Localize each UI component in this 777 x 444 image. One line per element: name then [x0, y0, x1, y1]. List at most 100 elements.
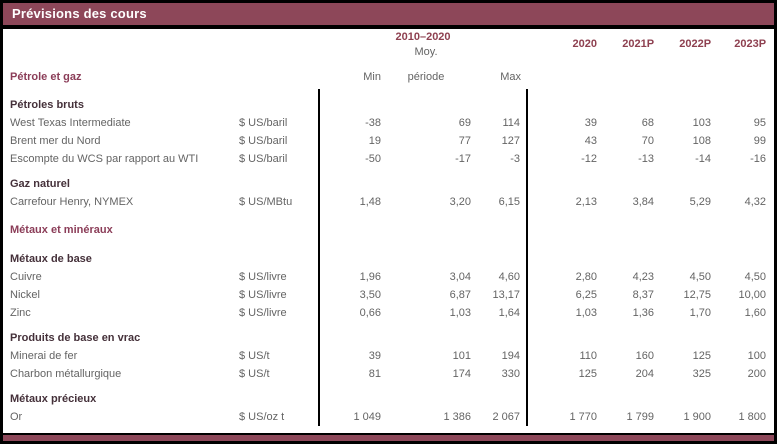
table-row: Métaux et minéraux: [3, 211, 774, 243]
cell-value: 4,50: [689, 271, 712, 283]
header-row-group: 2010–2020 2020 2021P 2022P 2023P: [3, 29, 774, 50]
row-label: Minerai de fer: [10, 350, 78, 362]
empty-cell: [527, 59, 597, 89]
row-unit: $ US/livre: [233, 286, 320, 304]
column-header-min: Min: [363, 71, 381, 83]
page-title: Prévisions des cours: [12, 6, 147, 21]
cell-value: 3,20: [449, 196, 471, 208]
cell-value: 1 386: [443, 411, 471, 423]
cell-value: 0,66: [359, 307, 381, 319]
empty-cell: [654, 383, 711, 408]
cell-value: 1,96: [359, 271, 381, 283]
empty-cell: [527, 211, 597, 243]
cell-value: 6,15: [471, 193, 529, 211]
bottom-bar: [3, 435, 774, 441]
empty-cell: [381, 89, 471, 114]
cell-value: 81: [368, 368, 381, 380]
cell-value: -14: [695, 153, 712, 165]
empty-cell: [597, 59, 654, 89]
cell-value: 1,60: [744, 307, 767, 319]
subsection-header: Métaux de base: [3, 243, 320, 268]
cell-value: 325: [692, 368, 712, 380]
cell-value: 70: [641, 135, 655, 147]
empty-cell: [711, 322, 774, 347]
empty-cell: [527, 89, 597, 114]
cell-value: 114: [471, 114, 529, 132]
column-header-2021p: 2021P: [622, 38, 655, 50]
cell-value: -38: [365, 117, 381, 129]
cell-value: 4,32: [744, 196, 767, 208]
cell-value: 204: [635, 368, 655, 380]
cell-value: 1 770: [569, 411, 598, 423]
empty-cell: [3, 29, 319, 45]
cell-value: 108: [692, 135, 712, 147]
row-label: Escompte du WCS par rapport au WTI: [10, 153, 199, 165]
cell-value: 1 799: [626, 411, 655, 423]
cell-value: 1,70: [689, 307, 712, 319]
empty-cell: [711, 168, 774, 193]
empty-cell: [319, 322, 381, 347]
cell-value: 103: [692, 117, 712, 129]
cell-value: 6,25: [575, 289, 598, 301]
cell-value: -12: [581, 153, 598, 165]
row-unit: $ US/baril: [233, 150, 320, 168]
subsection-header: Gaz naturel: [3, 168, 320, 193]
cell-value: 69: [458, 117, 471, 129]
row-unit: $ US/livre: [233, 304, 320, 322]
title-bar: Prévisions des cours: [3, 3, 774, 25]
cell-value: 160: [635, 350, 655, 362]
empty-cell: [527, 322, 597, 347]
column-header-moy: Moy.: [414, 46, 438, 58]
table-row: Brent mer du Nord $ US/baril 19 77 127 43 70 10…: [3, 132, 774, 150]
table-row: Carrefour Henry, NYMEX $ US/MBtu 1,48 3,20 6…: [3, 193, 774, 211]
table-row: Nickel $ US/livre 3,50 6,87 13,17 6,25 8,37 12,…: [3, 286, 774, 304]
cell-value: 1,48: [359, 196, 381, 208]
row-unit: $ US/oz t: [233, 408, 320, 426]
cell-value: 39: [368, 350, 381, 362]
row-unit: $ US/t: [233, 365, 320, 383]
empty-cell: [711, 89, 774, 114]
cell-value: 194: [471, 347, 529, 365]
cell-value: 1 900: [683, 411, 712, 423]
table-row: Escompte du WCS par rapport au WTI $ US/b…: [3, 150, 774, 168]
cell-value: 13,17: [471, 286, 529, 304]
empty-cell: [654, 322, 711, 347]
cell-value: 2 067: [471, 408, 529, 426]
table-row: Or $ US/oz t 1 049 1 386 2 067 1 770 1 799 1 90…: [3, 408, 774, 426]
empty-cell: [319, 383, 381, 408]
cell-value: -13: [638, 153, 655, 165]
table-row: Métaux de base: [3, 243, 774, 268]
row-label: West Texas Intermediate: [10, 117, 131, 129]
empty-cell: [319, 243, 381, 268]
column-header-2023p: 2023P: [734, 38, 767, 50]
empty-cell: [319, 168, 381, 193]
empty-cell: [471, 383, 529, 408]
cell-value: 1 049: [353, 411, 381, 423]
cell-value: 330: [471, 365, 529, 383]
empty-cell: [711, 59, 774, 89]
cell-value: 1,64: [471, 304, 529, 322]
section-petrole-et-gaz: Pétrole et gaz: [10, 71, 82, 83]
subsection-header: Produits de base en vrac: [3, 322, 320, 347]
cell-value: 127: [471, 132, 529, 150]
column-group-2010-2020: 2010–2020: [395, 31, 451, 43]
empty-cell: [597, 322, 654, 347]
cell-value: 2,13: [575, 196, 598, 208]
row-label: Cuivre: [10, 271, 42, 283]
table-body: Pétroles bruts West Texas Intermediate $ U…: [3, 89, 774, 426]
empty-cell: [471, 89, 529, 114]
table-row: Zinc $ US/livre 0,66 1,03 1,64 1,03 1,36 1,70 1,…: [3, 304, 774, 322]
row-unit: $ US/livre: [233, 268, 320, 286]
table-container: 2010–2020 2020 2021P 2022P 2023P Moy. Pé…: [3, 29, 774, 433]
row-label: Brent mer du Nord: [10, 135, 101, 147]
cell-value: 12,75: [683, 289, 712, 301]
empty-cell: [597, 89, 654, 114]
cell-value: 3,50: [359, 289, 381, 301]
empty-cell: [319, 211, 381, 243]
empty-cell: [471, 322, 529, 347]
table-row: Minerai de fer $ US/t 39 101 194 110 160 125 100: [3, 347, 774, 365]
empty-cell: [471, 45, 527, 59]
empty-cell: [381, 322, 471, 347]
cell-value: 101: [452, 350, 471, 362]
empty-cell: [711, 383, 774, 408]
